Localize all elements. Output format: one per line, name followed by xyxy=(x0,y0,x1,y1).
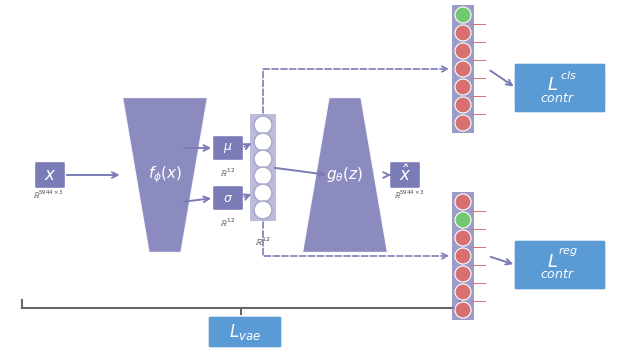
FancyBboxPatch shape xyxy=(212,185,243,211)
Text: $\mathbb{R}^{5944\times3}$: $\mathbb{R}^{5944\times3}$ xyxy=(394,189,424,201)
Text: $f_\phi(x)$: $f_\phi(x)$ xyxy=(148,165,182,185)
Circle shape xyxy=(455,115,471,131)
Circle shape xyxy=(455,248,471,264)
Text: $\sigma$: $\sigma$ xyxy=(223,192,233,205)
Circle shape xyxy=(455,302,471,318)
Circle shape xyxy=(455,284,471,300)
Polygon shape xyxy=(122,98,207,252)
Circle shape xyxy=(455,43,471,59)
Text: $\mathbb{R}^{12}$: $\mathbb{R}^{12}$ xyxy=(220,217,236,230)
Circle shape xyxy=(254,116,272,134)
FancyBboxPatch shape xyxy=(390,161,420,188)
Polygon shape xyxy=(303,98,387,252)
FancyBboxPatch shape xyxy=(514,240,606,290)
Text: $\mu$: $\mu$ xyxy=(223,141,233,155)
Circle shape xyxy=(254,133,272,151)
Text: $contr$: $contr$ xyxy=(540,92,575,105)
Text: $reg$: $reg$ xyxy=(558,245,578,258)
Circle shape xyxy=(254,150,272,168)
FancyBboxPatch shape xyxy=(212,135,243,160)
Circle shape xyxy=(455,212,471,228)
Text: Z: Z xyxy=(259,224,268,237)
Text: $\hat{x}$: $\hat{x}$ xyxy=(399,165,412,185)
Circle shape xyxy=(455,266,471,282)
Text: $\mathbb{R}^{12}$: $\mathbb{R}^{12}$ xyxy=(220,167,236,179)
Circle shape xyxy=(455,230,471,246)
FancyBboxPatch shape xyxy=(452,192,474,320)
Circle shape xyxy=(455,61,471,77)
Text: $contr$: $contr$ xyxy=(540,269,575,282)
Text: Z: Z xyxy=(459,325,467,338)
Text: $L_{vae}$: $L_{vae}$ xyxy=(229,322,261,342)
FancyBboxPatch shape xyxy=(35,161,65,188)
FancyBboxPatch shape xyxy=(250,114,276,221)
Text: $\mathbb{R}^{5944\times3}$: $\mathbb{R}^{5944\times3}$ xyxy=(33,189,63,201)
Text: $g_\theta(z)$: $g_\theta(z)$ xyxy=(326,166,364,185)
FancyBboxPatch shape xyxy=(452,5,474,133)
Text: $L$: $L$ xyxy=(547,76,557,94)
Circle shape xyxy=(455,7,471,23)
Circle shape xyxy=(455,97,471,113)
Text: $x$: $x$ xyxy=(44,166,56,184)
Text: Z: Z xyxy=(459,138,467,151)
Circle shape xyxy=(254,201,272,219)
Circle shape xyxy=(455,194,471,210)
Circle shape xyxy=(254,184,272,202)
Circle shape xyxy=(254,167,272,185)
Circle shape xyxy=(455,25,471,41)
FancyBboxPatch shape xyxy=(514,63,606,113)
Text: $L$: $L$ xyxy=(547,253,557,271)
Circle shape xyxy=(455,79,471,95)
FancyBboxPatch shape xyxy=(208,316,282,348)
Text: $cls$: $cls$ xyxy=(559,69,577,81)
Text: $\mathbb{R}^{12}$: $\mathbb{R}^{12}$ xyxy=(255,236,271,249)
